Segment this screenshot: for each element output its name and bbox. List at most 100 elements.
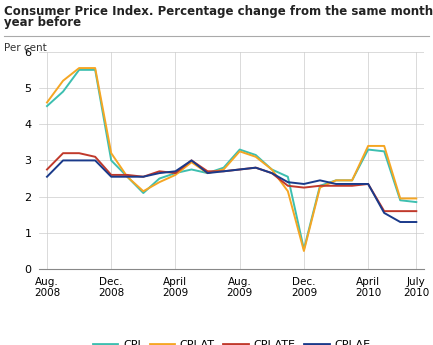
CPI-ATE bbox=[349, 184, 355, 188]
CPI-AE bbox=[317, 178, 323, 183]
CPI bbox=[109, 158, 114, 162]
CPI-ATE bbox=[317, 184, 323, 188]
CPI-ATE bbox=[109, 173, 114, 177]
CPI bbox=[141, 191, 146, 195]
CPI bbox=[414, 200, 419, 204]
Text: Per cent: Per cent bbox=[4, 43, 47, 53]
CPI-AT bbox=[237, 149, 242, 154]
CPI bbox=[125, 175, 130, 179]
CPI-ATE bbox=[253, 166, 259, 170]
CPI-AT bbox=[173, 173, 178, 177]
CPI-AE bbox=[365, 182, 371, 186]
CPI-AE bbox=[77, 158, 82, 162]
CPI bbox=[381, 149, 387, 154]
CPI-AT bbox=[317, 186, 323, 190]
CPI bbox=[61, 89, 66, 93]
CPI-AT bbox=[221, 167, 226, 171]
CPI-AE bbox=[141, 175, 146, 179]
CPI-AT bbox=[141, 189, 146, 193]
CPI bbox=[301, 247, 307, 251]
CPI-ATE bbox=[61, 151, 66, 155]
CPI-AT bbox=[253, 155, 259, 159]
CPI bbox=[397, 198, 403, 202]
CPI-ATE bbox=[189, 158, 194, 162]
CPI bbox=[285, 175, 291, 179]
CPI-AE bbox=[253, 166, 259, 170]
CPI-ATE bbox=[237, 167, 242, 171]
CPI-ATE bbox=[221, 169, 226, 174]
CPI-AE bbox=[61, 158, 66, 162]
CPI bbox=[205, 171, 210, 175]
CPI-AE bbox=[414, 220, 419, 224]
CPI bbox=[77, 68, 82, 72]
CPI-AT bbox=[61, 79, 66, 83]
CPI-ATE bbox=[414, 209, 419, 213]
CPI-ATE bbox=[125, 173, 130, 177]
CPI-AT bbox=[109, 151, 114, 155]
CPI-AT bbox=[301, 249, 307, 253]
Line: CPI: CPI bbox=[47, 70, 416, 249]
CPI-AT bbox=[45, 100, 50, 105]
CPI-ATE bbox=[77, 151, 82, 155]
CPI bbox=[93, 68, 98, 72]
CPI bbox=[45, 104, 50, 108]
CPI-AT bbox=[381, 144, 387, 148]
CPI bbox=[189, 167, 194, 171]
CPI-AT bbox=[365, 144, 371, 148]
CPI-ATE bbox=[141, 175, 146, 179]
CPI-AE bbox=[301, 182, 307, 186]
CPI-AE bbox=[237, 167, 242, 171]
CPI-ATE bbox=[365, 182, 371, 186]
CPI bbox=[157, 177, 162, 181]
CPI-ATE bbox=[45, 167, 50, 171]
Line: CPI-AT: CPI-AT bbox=[47, 68, 416, 251]
CPI-AE bbox=[205, 171, 210, 175]
CPI-AT bbox=[397, 196, 403, 200]
CPI-ATE bbox=[157, 169, 162, 174]
CPI bbox=[333, 178, 339, 183]
CPI-AE bbox=[381, 211, 387, 215]
CPI-ATE bbox=[301, 186, 307, 190]
CPI-AE bbox=[221, 169, 226, 174]
CPI-AT bbox=[285, 189, 291, 193]
CPI-AT bbox=[157, 180, 162, 184]
CPI bbox=[221, 166, 226, 170]
CPI-AT bbox=[93, 66, 98, 70]
CPI-AT bbox=[77, 66, 82, 70]
CPI-ATE bbox=[381, 209, 387, 213]
CPI-AT bbox=[414, 196, 419, 200]
CPI-AE bbox=[157, 171, 162, 175]
CPI bbox=[269, 167, 275, 171]
CPI-AE bbox=[285, 180, 291, 184]
CPI-AE bbox=[349, 182, 355, 186]
CPI-AE bbox=[125, 175, 130, 179]
CPI-AE bbox=[269, 171, 275, 175]
CPI-ATE bbox=[285, 184, 291, 188]
CPI bbox=[253, 153, 259, 157]
CPI bbox=[237, 148, 242, 152]
CPI-AT bbox=[333, 178, 339, 183]
CPI bbox=[173, 171, 178, 175]
CPI-AE bbox=[173, 169, 178, 174]
Line: CPI-ATE: CPI-ATE bbox=[47, 153, 416, 211]
CPI-ATE bbox=[205, 169, 210, 174]
Text: year before: year before bbox=[4, 16, 81, 29]
CPI-AE bbox=[45, 175, 50, 179]
CPI-AT bbox=[349, 178, 355, 183]
CPI-ATE bbox=[333, 184, 339, 188]
CPI-ATE bbox=[93, 155, 98, 159]
CPI-AT bbox=[205, 171, 210, 175]
Text: Consumer Price Index. Percentage change from the same month one: Consumer Price Index. Percentage change … bbox=[4, 5, 433, 18]
CPI-ATE bbox=[173, 171, 178, 175]
CPI-AE bbox=[333, 182, 339, 186]
CPI-AE bbox=[189, 158, 194, 162]
CPI bbox=[317, 184, 323, 188]
CPI-ATE bbox=[397, 209, 403, 213]
CPI bbox=[349, 178, 355, 183]
CPI-AE bbox=[109, 175, 114, 179]
CPI-AE bbox=[93, 158, 98, 162]
CPI-AT bbox=[125, 175, 130, 179]
Line: CPI-AE: CPI-AE bbox=[47, 160, 416, 222]
CPI-AT bbox=[189, 160, 194, 164]
Legend: CPI, CPI-AT, CPI-ATE, CPI-AE: CPI, CPI-AT, CPI-ATE, CPI-AE bbox=[88, 336, 375, 345]
